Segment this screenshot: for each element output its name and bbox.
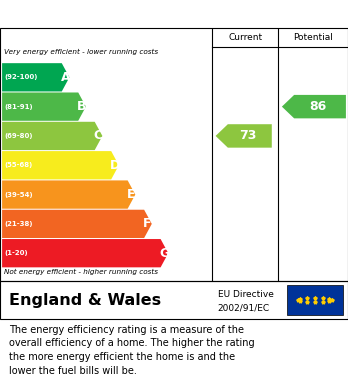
Text: A: A	[61, 71, 70, 84]
Polygon shape	[2, 210, 152, 238]
Text: B: B	[77, 100, 86, 113]
Text: (55-68): (55-68)	[4, 162, 32, 168]
Text: (81-91): (81-91)	[4, 104, 33, 109]
Polygon shape	[2, 122, 102, 150]
Text: 2002/91/EC: 2002/91/EC	[218, 304, 270, 313]
Text: (69-80): (69-80)	[4, 133, 33, 139]
Polygon shape	[2, 151, 119, 179]
Text: D: D	[110, 159, 120, 172]
Text: Potential: Potential	[293, 33, 333, 42]
Polygon shape	[2, 180, 135, 209]
Text: (1-20): (1-20)	[4, 250, 28, 256]
Text: (39-54): (39-54)	[4, 192, 33, 197]
Polygon shape	[2, 93, 86, 121]
Text: (92-100): (92-100)	[4, 74, 38, 80]
Text: EU Directive: EU Directive	[218, 290, 274, 299]
Text: E: E	[127, 188, 135, 201]
Text: G: G	[159, 247, 169, 260]
Text: Energy Efficiency Rating: Energy Efficiency Rating	[9, 7, 211, 22]
Text: 86: 86	[309, 100, 326, 113]
Bar	[287, 285, 343, 315]
Text: Very energy efficient - lower running costs: Very energy efficient - lower running co…	[4, 49, 158, 55]
Polygon shape	[2, 63, 70, 91]
Text: F: F	[143, 217, 152, 230]
Polygon shape	[215, 124, 272, 148]
Text: 73: 73	[239, 129, 256, 142]
Polygon shape	[282, 95, 346, 118]
Text: England & Wales: England & Wales	[9, 292, 161, 307]
Text: (21-38): (21-38)	[4, 221, 33, 227]
Text: C: C	[94, 129, 103, 142]
Text: Current: Current	[228, 33, 262, 42]
Text: The energy efficiency rating is a measure of the
overall efficiency of a home. T: The energy efficiency rating is a measur…	[9, 325, 254, 376]
Text: Not energy efficient - higher running costs: Not energy efficient - higher running co…	[4, 269, 158, 275]
Polygon shape	[2, 239, 168, 267]
